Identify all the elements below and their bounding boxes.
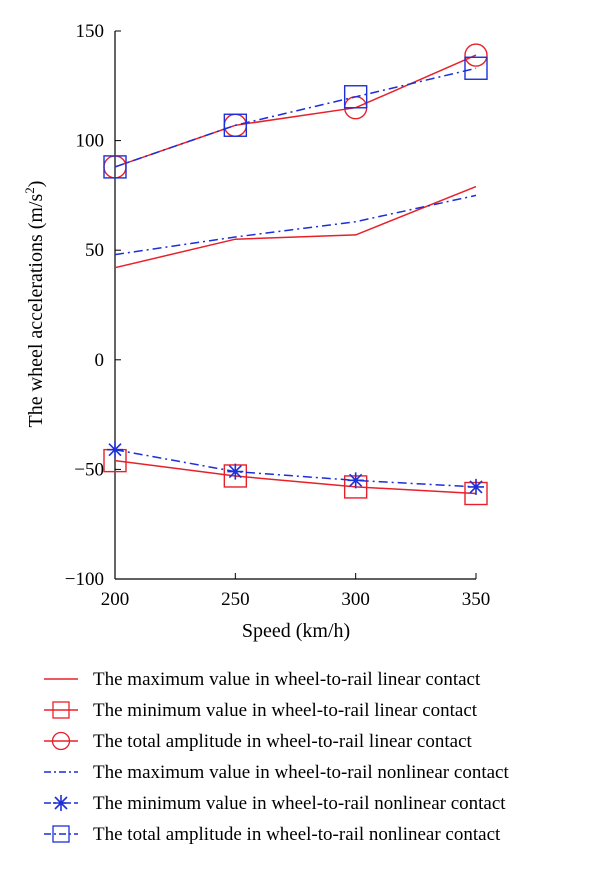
y-axis-label: The wheel accelerations (m/s2) (22, 181, 47, 428)
x-axis-label: Speed (km/h) (242, 620, 350, 642)
legend-label: The maximum value in wheel-to-rail linea… (93, 669, 481, 690)
series-5 (107, 441, 484, 495)
legend-label: The maximum value in wheel-to-rail nonli… (93, 762, 509, 783)
legend-item: The maximum value in wheel-to-rail linea… (44, 669, 481, 690)
series-1 (114, 185, 477, 269)
legend-item: The total amplitude in wheel-to-rail non… (44, 824, 501, 845)
y-axis-label-main: The wheel accelerations (m/s (25, 193, 47, 427)
legend-label: The minimum value in wheel-to-rail linea… (93, 700, 478, 721)
series-line (114, 54, 477, 168)
legend-item: The total amplitude in wheel-to-rail lin… (44, 731, 473, 752)
data-point (464, 56, 488, 80)
series-6 (103, 56, 488, 179)
data-point (347, 472, 364, 489)
x-tick-label: 200 (101, 589, 130, 610)
y-tick-label: 0 (95, 350, 105, 371)
series-line (114, 459, 477, 495)
axis-ticks: −100 −50 0 50 100 150 200 250 300 350 (65, 21, 490, 610)
legend-item: The minimum value in wheel-to-rail linea… (44, 700, 478, 721)
data-point (227, 463, 244, 480)
data-point (107, 441, 123, 458)
y-tick-label: 100 (76, 131, 105, 152)
series-line (114, 448, 477, 488)
y-tick-label: 50 (85, 240, 104, 261)
series-line (114, 194, 477, 256)
plot-series (103, 43, 488, 506)
legend-swatch-marker (53, 795, 69, 811)
series-3 (103, 43, 488, 179)
y-axis-label-superscript: 2 (22, 187, 37, 194)
x-tick-label: 250 (221, 589, 250, 610)
plot-axes (114, 31, 476, 580)
legend-swatch-marker (51, 731, 71, 751)
data-point (103, 155, 127, 179)
x-tick-label: 300 (341, 589, 370, 610)
data-point (468, 478, 484, 495)
y-tick-label: −100 (65, 569, 104, 590)
legend-swatch-marker (52, 701, 70, 719)
y-axis-label-close: ) (25, 181, 47, 188)
legend-label: The total amplitude in wheel-to-rail non… (93, 824, 501, 845)
data-point (464, 43, 488, 67)
series-line (114, 67, 477, 168)
data-point (223, 113, 248, 137)
legend-item: The minimum value in wheel-to-rail nonli… (44, 793, 506, 814)
series-4 (114, 194, 477, 256)
data-point (343, 85, 368, 109)
legend-item: The maximum value in wheel-to-rail nonli… (44, 762, 509, 783)
series-2 (103, 448, 488, 506)
x-tick-label: 350 (462, 589, 491, 610)
legend-label: The minimum value in wheel-to-rail nonli… (93, 793, 506, 814)
legend-swatch-marker (52, 825, 70, 843)
legend: The maximum value in wheel-to-rail linea… (44, 669, 509, 845)
y-tick-label: 150 (76, 21, 105, 42)
series-line (114, 185, 477, 269)
legend-label: The total amplitude in wheel-to-rail lin… (93, 731, 473, 752)
y-tick-label: −50 (74, 459, 104, 480)
